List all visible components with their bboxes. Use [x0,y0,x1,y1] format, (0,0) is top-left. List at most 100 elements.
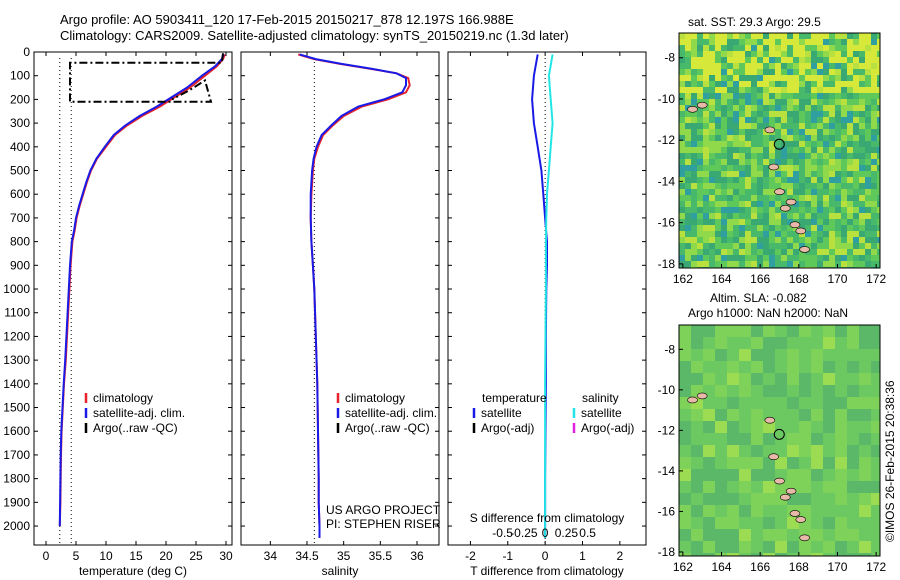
island [774,188,785,196]
map-cell [745,141,751,147]
map-cell [793,183,799,189]
map-cell [721,141,727,147]
map-cell [715,469,727,481]
map-cell [805,129,811,135]
map-cell [811,469,823,481]
map-cell [871,111,877,117]
map-cell [703,75,709,81]
x-tick-label: 30 [219,549,233,563]
map-cell [733,201,739,207]
map-cell [679,421,691,433]
map-cell [787,349,799,361]
profile-title: Argo profile: AO 5903411_120 17-Feb-2015… [60,12,514,27]
map-cell [679,553,691,556]
map-cell [847,189,853,195]
map-cell [859,397,871,409]
map-cell [865,243,871,249]
map-cell [847,105,853,111]
map-cell [757,165,763,171]
map-cell [709,243,715,249]
map-cell [817,225,823,231]
map-cell [859,195,865,201]
map-cell [679,153,685,159]
map-cell [715,171,721,177]
map-cell [769,249,775,255]
map-cell [769,141,775,147]
map-cell [811,249,817,255]
map-cell [685,189,691,195]
map-cell [697,69,703,75]
map-cell [739,141,745,147]
map-cell [769,171,775,177]
map-cell [799,541,811,553]
plot-frame [240,51,440,546]
map-cell [703,69,709,75]
map-cell [775,325,787,337]
map-cell [709,237,715,243]
map-cell [745,207,751,213]
map-cell [727,325,739,337]
map-cell [829,45,835,51]
top-tick-label: 0.25 [555,526,579,540]
map-cell [835,99,841,105]
map-cell [715,481,727,493]
map-cell [709,135,715,141]
map-cell [841,39,847,45]
map-cell [703,123,709,129]
map-cell [685,129,691,135]
map-cell [823,105,829,111]
map-cell [721,159,727,165]
map-cell [793,171,799,177]
map-cell [763,171,769,177]
y-tick-label: 1400 [3,377,30,391]
map-cell [793,117,799,123]
map-cell [799,219,805,225]
map-cell [739,373,751,385]
map-cell [751,33,757,39]
map-cell [727,529,739,541]
map-cell [769,213,775,219]
map-cell [727,195,733,201]
map-cell [733,51,739,57]
map-cell [715,165,721,171]
map-cell [793,189,799,195]
map-cell [841,261,847,267]
map-cell [733,219,739,225]
map-cell [679,165,685,171]
map-cell [679,409,691,421]
map-cell [751,111,757,117]
map-cell [799,135,805,141]
map-cell [871,385,880,397]
map-cell [775,505,787,517]
map-cell [805,201,811,207]
map-cell [727,261,733,267]
map-cell [793,159,799,165]
map-cell [847,225,853,231]
map-cell [751,141,757,147]
map-cell [805,255,811,261]
map-cell [835,153,841,159]
map-cell [853,135,859,141]
map-cell [751,493,763,505]
island [768,453,780,461]
map-cell [811,51,817,57]
map-cell [871,141,877,147]
map-cell [781,51,787,57]
map-cell [727,409,739,421]
map-cell [799,63,805,69]
map-cell [715,373,727,385]
map-cell [859,249,865,255]
map-cell [763,99,769,105]
map-cell [691,117,697,123]
map-cell [757,189,763,195]
sst-map-title: sat. SST: 29.3 Argo: 29.5 [688,15,821,29]
map-cell [721,39,727,45]
map-cell [877,69,880,75]
legend-label: satellite [481,406,522,420]
map-cell [865,159,871,165]
map-cell [763,51,769,57]
map-cell [739,63,745,69]
map-cell [793,213,799,219]
map-cell [757,177,763,183]
map-cell [715,445,727,457]
